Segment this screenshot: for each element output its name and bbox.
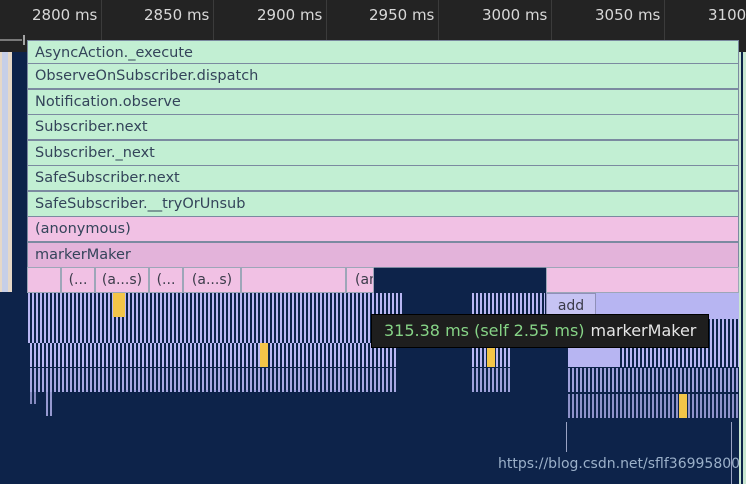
ruler-gridline (438, 0, 439, 52)
ruler-gridline (101, 0, 102, 52)
ruler-gridline (664, 0, 665, 52)
flame-frame[interactable]: SafeSubscriber.next (27, 165, 739, 191)
flame-child-frame[interactable]: (... (149, 267, 183, 293)
flame-frame[interactable]: Subscriber._next (27, 140, 739, 166)
flame-child-frame[interactable]: (... (61, 267, 95, 293)
call-row-dense[interactable] (568, 394, 739, 418)
call-row-dense[interactable] (28, 293, 403, 319)
watermark-text: https://blog.csdn.net/sflf36995800 (498, 456, 741, 472)
right-edge-divider (741, 52, 743, 484)
ruler-tick-label: 2800 ms (32, 6, 98, 24)
call-row-dense[interactable] (568, 368, 739, 392)
ruler-tick-label: 3050 ms (595, 6, 661, 24)
call-row-dense[interactable] (30, 392, 36, 404)
flame-frame[interactable]: Subscriber.next (27, 114, 739, 140)
highlighted-frame[interactable] (679, 394, 687, 418)
ruler-tick-label: 2850 ms (144, 6, 210, 24)
flame-frame[interactable]: (anonymous) (27, 216, 739, 242)
flame-frame[interactable]: Notification.observe (27, 89, 739, 115)
highlighted-frame[interactable] (260, 343, 268, 367)
range-handle-icon[interactable] (0, 34, 30, 46)
ruler-gridline (213, 0, 214, 52)
call-row-dense[interactable] (30, 368, 398, 392)
flame-chart[interactable]: AsyncAction._execute ObserveOnSubscriber… (0, 40, 746, 484)
ruler-gridline (551, 0, 552, 52)
call-tick (731, 422, 732, 484)
tooltip-function-name: markerMaker (590, 321, 697, 340)
left-edge-frames[interactable] (2, 52, 8, 292)
call-row-dense[interactable] (46, 392, 54, 416)
frame-tooltip: 315.38 ms (self 2.55 ms) markerMaker (371, 314, 710, 348)
flame-frame[interactable]: AsyncAction._execute (27, 40, 739, 65)
call-row-dense[interactable] (472, 368, 512, 392)
call-row-dense[interactable] (30, 343, 398, 367)
flame-child-frame[interactable]: (a...s) (95, 267, 149, 293)
flame-child-frame[interactable]: (a...s) (183, 267, 241, 293)
flame-child-frame[interactable] (546, 267, 739, 293)
flame-child-frame[interactable]: (an (346, 267, 374, 293)
flame-frame[interactable]: ObserveOnSubscriber.dispatch (27, 63, 739, 89)
tooltip-time: 315.38 ms (self 2.55 ms) (384, 321, 585, 340)
ruler-tick-label: 3100 (708, 6, 746, 24)
flame-frame-selected[interactable]: markerMaker (27, 242, 739, 268)
flame-child-frame[interactable] (241, 267, 346, 293)
call-tick (566, 422, 567, 452)
ruler-tick-label: 2950 ms (369, 6, 435, 24)
highlighted-frame[interactable] (487, 343, 495, 367)
ruler-tick-label: 2900 ms (257, 6, 323, 24)
flame-child-frame[interactable] (27, 267, 61, 293)
track-gap (14, 52, 26, 484)
ruler-tick-label: 3000 ms (482, 6, 548, 24)
highlighted-frame[interactable] (113, 293, 125, 317)
call-row-dense[interactable] (28, 319, 403, 343)
ruler-gridline (326, 0, 327, 52)
flame-frame[interactable]: SafeSubscriber.__tryOrUnsub (27, 191, 739, 217)
